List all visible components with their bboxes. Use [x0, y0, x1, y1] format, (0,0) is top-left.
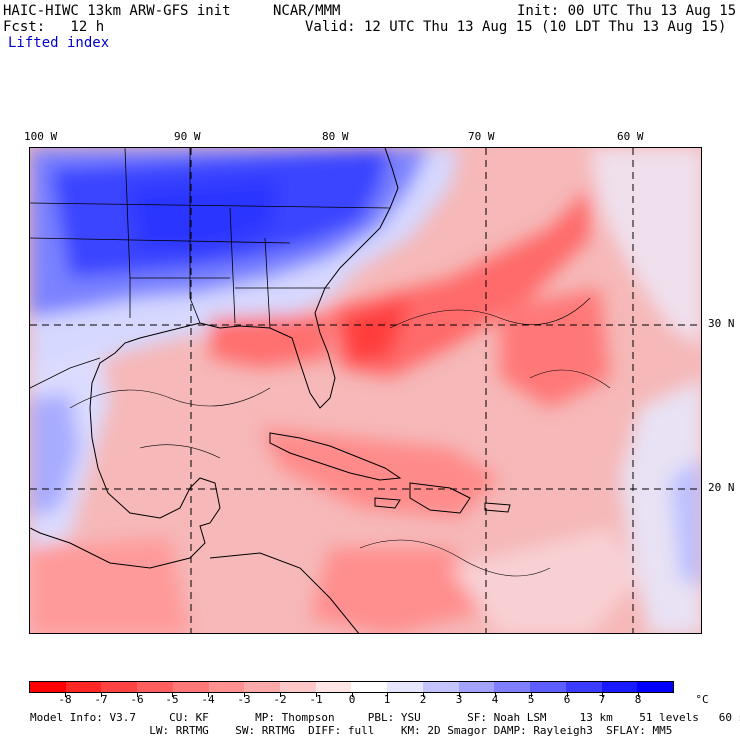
lat-lon-grid	[30, 148, 701, 633]
colorbar-tick-label: 2	[419, 693, 427, 706]
colorbar-swatch	[530, 682, 566, 692]
colorbar-swatch	[422, 682, 459, 692]
colorbar-tick	[280, 693, 281, 697]
colorbar-swatch	[137, 682, 173, 692]
field-name: Lifted index	[8, 35, 110, 51]
colorbar-tick	[208, 693, 209, 697]
colorbar-tick	[244, 693, 245, 697]
colorbar-tick	[495, 693, 496, 697]
model-info-line-2: LW: RRTMG SW: RRTMG DIFF: full KM: 2D Sm…	[30, 724, 673, 737]
colorbar-tick-label: 4	[491, 693, 499, 706]
colorbar-tick-label: -5	[165, 693, 179, 706]
colorbar-swatch	[387, 682, 423, 692]
colorbar-tick-label: -1	[309, 693, 323, 706]
colorbar-tick	[531, 693, 532, 697]
contours	[69, 297, 611, 577]
colorbar-tick	[352, 693, 353, 697]
colorbar-tick-label: -4	[201, 693, 215, 706]
colorbar-swatch	[315, 682, 352, 692]
colorbar-tick	[459, 693, 460, 697]
colorbar-tick	[638, 693, 639, 697]
map-canvas	[30, 148, 701, 633]
colorbar-tick-label: -8	[58, 693, 72, 706]
colorbar-tick	[137, 693, 138, 697]
colorbar-unit: °C	[695, 693, 709, 706]
colorbar-tick-label: 5	[527, 693, 535, 706]
colorbar-tick	[316, 693, 317, 697]
colorbar-tick	[567, 693, 568, 697]
colorbar-swatch	[494, 682, 531, 692]
colorbar-tick-label: -7	[94, 693, 108, 706]
colorbar-swatch	[208, 682, 245, 692]
colorbar-swatch	[565, 682, 602, 692]
valid-time: Valid: 12 UTC Thu 13 Aug 15 (10 LDT Thu …	[305, 19, 727, 35]
model-title: HAIC-HIWC 13km ARW-GFS init	[3, 3, 231, 19]
colorbar-tick-label: 3	[455, 693, 463, 706]
colorbar-tick-label: 8	[634, 693, 642, 706]
colorbar-tick-label: 1	[383, 693, 391, 706]
colorbar-swatch	[458, 682, 495, 692]
colorbar-tick-label: -2	[273, 693, 287, 706]
lifted-index-map[interactable]	[29, 147, 702, 634]
colorbar-tick	[101, 693, 102, 697]
colorbar-swatch	[65, 682, 102, 692]
colorbar-swatch	[601, 682, 638, 692]
forecast-hour: Fcst: 12 h	[3, 19, 105, 35]
colorbar-tick	[65, 693, 66, 697]
colorbar-tick-label: 7	[598, 693, 606, 706]
colorbar-tick-label: 0	[348, 693, 356, 706]
model-info-line-1: Model Info: V3.7 CU: KF MP: Thompson PBL…	[30, 711, 740, 724]
lon-label-100w: 100 W	[24, 130, 58, 143]
colorbar-tick	[423, 693, 424, 697]
colorbar-tick-label: -6	[130, 693, 144, 706]
colorbar-tick-label: 6	[563, 693, 571, 706]
colorbar-swatch	[172, 682, 209, 692]
lon-label-90w: 90 W	[174, 130, 201, 143]
colorbar-swatch	[244, 682, 281, 692]
lat-label-20n: 20 N	[708, 481, 735, 494]
lon-label-70w: 70 W	[468, 130, 495, 143]
lon-label-60w: 60 W	[617, 130, 644, 143]
init-time: Init: 00 UTC Thu 13 Aug 15	[517, 3, 737, 19]
colorbar-swatch	[30, 682, 66, 692]
colorbar-tick-label: -3	[237, 693, 251, 706]
colorbar-swatch	[101, 682, 138, 692]
colorbar-tick	[602, 693, 603, 697]
lon-label-80w: 80 W	[322, 130, 349, 143]
coastlines	[30, 148, 511, 633]
colorbar-tick	[172, 693, 173, 697]
colorbar	[29, 681, 674, 693]
lat-label-30n: 30 N	[708, 317, 735, 330]
colorbar-tick	[387, 693, 388, 697]
colorbar-swatch	[637, 682, 673, 692]
organization-label: NCAR/MMM	[273, 3, 341, 19]
colorbar-swatch	[280, 682, 316, 692]
colorbar-swatch	[351, 682, 388, 692]
political-borders	[30, 148, 391, 389]
